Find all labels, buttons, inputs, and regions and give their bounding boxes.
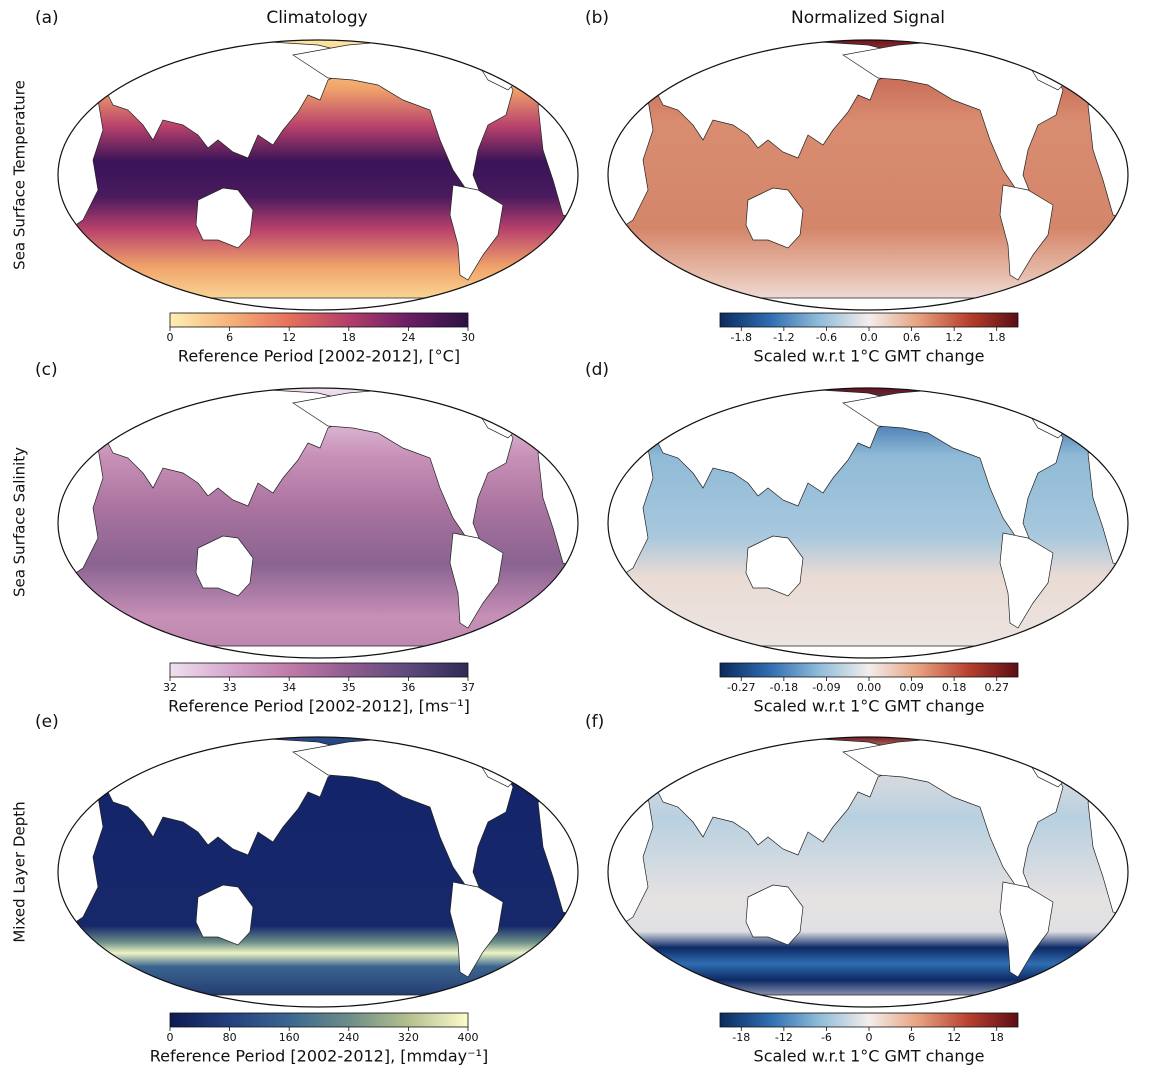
colorbar-tick-label: 0.0 xyxy=(860,331,878,344)
colorbar xyxy=(169,312,469,328)
colorbar-tick-label: -0.18 xyxy=(770,681,798,694)
colorbar-tick-label: -1.2 xyxy=(773,331,794,344)
colorbar-tick-label: 240 xyxy=(338,1031,359,1044)
panel-label: (a) xyxy=(35,8,59,28)
colorbar-tick-label: -6 xyxy=(821,1031,832,1044)
colorbar-tick-label: -0.27 xyxy=(727,681,755,694)
map-b xyxy=(607,39,1129,311)
colorbar-label: Reference Period [2002-2012], [ms⁻¹] xyxy=(168,697,470,716)
colorbar-tick-label: -12 xyxy=(775,1031,793,1044)
colorbar-tick-label: 400 xyxy=(458,1031,479,1044)
colorbar xyxy=(719,1012,1019,1028)
colorbar-tick-label: 0.27 xyxy=(984,681,1009,694)
panel-label: (f) xyxy=(585,712,604,732)
colorbar xyxy=(719,312,1019,328)
colorbar-tick-label: -18 xyxy=(732,1031,750,1044)
column-title: Normalized Signal xyxy=(791,8,945,28)
colorbar-label: Scaled w.r.t 1°C GMT change xyxy=(754,697,985,716)
map-a xyxy=(57,39,579,311)
panel-label: (d) xyxy=(585,360,609,380)
colorbar-tick-label: 80 xyxy=(223,1031,237,1044)
panel-label: (c) xyxy=(35,360,58,380)
map-f xyxy=(607,736,1129,1008)
colorbar-tick-label: 1.2 xyxy=(945,331,963,344)
colorbar xyxy=(169,1012,469,1028)
colorbar xyxy=(169,662,469,678)
row-label: Mixed Layer Depth xyxy=(11,801,29,942)
colorbar-tick-label: 0.09 xyxy=(899,681,924,694)
colorbar-tick-label: 34 xyxy=(282,681,296,694)
colorbar-tick-label: 0 xyxy=(866,1031,873,1044)
colorbar-tick-label: 30 xyxy=(461,331,475,344)
colorbar-tick-label: 1.8 xyxy=(988,331,1006,344)
map-d xyxy=(607,387,1129,659)
colorbar-tick-label: 0.00 xyxy=(857,681,882,694)
colorbar-tick-label: 24 xyxy=(401,331,415,344)
map-e xyxy=(57,736,579,1008)
colorbar xyxy=(719,662,1019,678)
panel-label: (b) xyxy=(585,8,609,28)
colorbar-tick-label: 18 xyxy=(342,331,356,344)
colorbar-tick-label: 37 xyxy=(461,681,475,694)
colorbar-tick-label: 6 xyxy=(908,1031,915,1044)
colorbar-tick-label: 12 xyxy=(947,1031,961,1044)
colorbar-label: Scaled w.r.t 1°C GMT change xyxy=(754,347,985,366)
colorbar-tick-label: 160 xyxy=(279,1031,300,1044)
row-label: Sea Surface Salinity xyxy=(11,447,29,597)
colorbar-tick-label: -0.6 xyxy=(816,331,837,344)
colorbar-tick-label: -1.8 xyxy=(731,331,752,344)
colorbar-tick-label: 32 xyxy=(163,681,177,694)
colorbar-tick-label: 33 xyxy=(223,681,237,694)
colorbar-tick-label: 0 xyxy=(167,1031,174,1044)
colorbar-tick-label: 0.6 xyxy=(903,331,921,344)
colorbar-label: Scaled w.r.t 1°C GMT change xyxy=(754,1047,985,1066)
map-c xyxy=(57,387,579,659)
row-label: Sea Surface Temperature xyxy=(11,80,29,270)
colorbar-tick-label: 320 xyxy=(398,1031,419,1044)
colorbar-label: Reference Period [2002-2012], [mmday⁻¹] xyxy=(150,1047,488,1066)
column-title: Climatology xyxy=(266,8,367,28)
colorbar-tick-label: 12 xyxy=(282,331,296,344)
colorbar-tick-label: -0.09 xyxy=(812,681,840,694)
colorbar-tick-label: 0.18 xyxy=(942,681,967,694)
colorbar-tick-label: 18 xyxy=(990,1031,1004,1044)
panel-label: (e) xyxy=(35,712,59,732)
colorbar-tick-label: 6 xyxy=(226,331,233,344)
colorbar-tick-label: 35 xyxy=(342,681,356,694)
colorbar-tick-label: 36 xyxy=(401,681,415,694)
colorbar-label: Reference Period [2002-2012], [°C] xyxy=(178,347,460,366)
colorbar-tick-label: 0 xyxy=(167,331,174,344)
